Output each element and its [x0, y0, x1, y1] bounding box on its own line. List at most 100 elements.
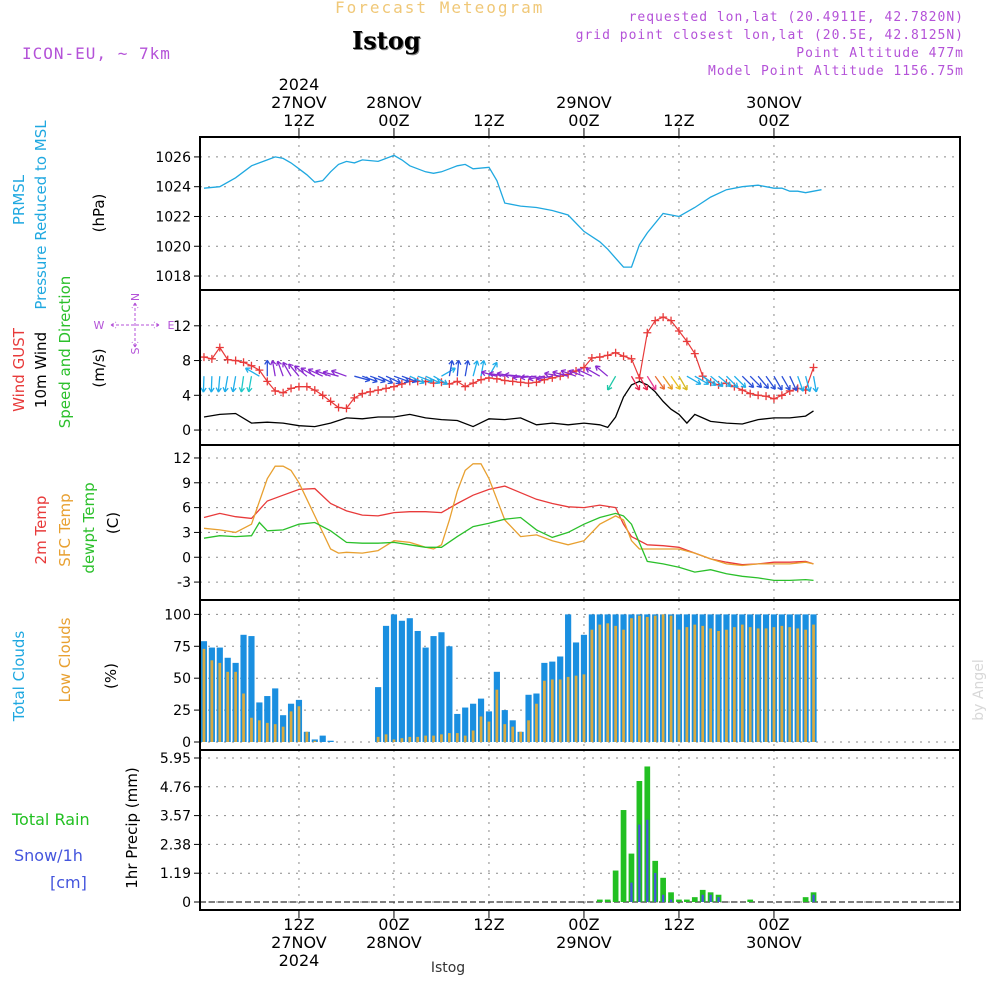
y-tick-label: 1026 [155, 150, 191, 166]
precip-unit-label: 1hr Precip (mm) [123, 767, 141, 888]
low-cloud-bar [788, 627, 792, 742]
wind-gust-label: Wind GUST [10, 327, 28, 412]
y-tick-label: 3.57 [160, 809, 191, 825]
rain-bar [596, 899, 603, 902]
gust-point [611, 348, 620, 357]
low-cloud-bar [527, 720, 530, 742]
wind-unit-label: (m/s) [90, 348, 108, 387]
wind-direction-arrow [536, 375, 553, 382]
wind-direction-arrow [678, 375, 688, 391]
low-cloud-bar [756, 628, 760, 742]
low-cloud-bar [543, 680, 546, 742]
credit-watermark: by Angel [971, 659, 987, 720]
gust-point [302, 382, 311, 391]
y-tick-label: 4 [182, 388, 191, 404]
low-cloud-bar [812, 624, 815, 742]
wind-direction-arrow [433, 375, 448, 385]
low-cloud-bar [503, 724, 507, 742]
y-tick-label: 1020 [155, 239, 191, 255]
panel-marks [200, 766, 960, 903]
total-clouds-label: Total Clouds [10, 631, 28, 723]
low-cloud-bar [582, 674, 586, 742]
low-cloud-bar [432, 735, 435, 742]
wind-direction-arrow [594, 365, 609, 377]
panel-clouds: 0 25 50 75 100 [164, 599, 961, 751]
sfc-temp-line [203, 463, 814, 567]
snow-bar [661, 894, 665, 902]
wind-direction-arrow [718, 375, 732, 388]
gust-point [651, 316, 660, 325]
y-tick-label: 0 [182, 735, 191, 751]
gust-point [397, 380, 406, 389]
low-cloud-bar [226, 671, 230, 742]
low-cloud-bar [218, 662, 222, 742]
y-tick-label: 6 [182, 501, 191, 517]
compass-rose: N S W E [94, 293, 175, 355]
rain-bar [691, 897, 698, 902]
bottom-time-label: 00Z [378, 915, 409, 934]
gust-point [366, 387, 375, 396]
low-cloud-bar [606, 623, 610, 742]
temp-unit-label: (C) [104, 512, 122, 534]
wind-direction-arrow [385, 375, 402, 385]
wind-direction-arrow [264, 359, 271, 377]
snow-unit-label: [cm] [50, 873, 87, 892]
bottom-time-label: 00Z [758, 915, 789, 934]
bottom-time-label: 27NOV [271, 933, 327, 952]
low-cloud-bar [273, 724, 277, 742]
pressure-label-short: PRMSL [10, 174, 28, 225]
wind-direction-arrow [354, 375, 371, 383]
total-cloud-bar [462, 707, 469, 742]
snow-bar [638, 824, 641, 902]
wind-direction-arrow [464, 360, 471, 377]
top-time-label: 00Z [378, 111, 409, 130]
wind-direction-arrow [765, 375, 776, 390]
total-cloud-bar [414, 630, 421, 742]
total-cloud-bar [319, 735, 326, 742]
low-cloud-bar [733, 627, 736, 742]
rain-bar [628, 853, 635, 902]
gust-point [239, 358, 248, 367]
wind-direction-arrow [552, 370, 569, 377]
gust-point [809, 363, 818, 372]
gust-point [524, 379, 533, 388]
gust-point [279, 388, 288, 397]
gust-point [358, 389, 367, 398]
low-cloud-bar [519, 731, 522, 742]
wind-speed-line [203, 380, 814, 429]
wind-direction-arrow [725, 375, 739, 389]
total-cloud-bar [470, 703, 477, 742]
low-cloud-bar [455, 733, 459, 742]
footer-station: Istog [431, 960, 465, 976]
bottom-time-label: 00Z [568, 915, 599, 934]
low-cloud-bar [566, 676, 570, 742]
wind-direction-arrow [244, 367, 260, 377]
top-time-label: 12Z [283, 111, 314, 130]
gust-point [500, 376, 509, 385]
low-cloud-bar [258, 720, 261, 742]
y-tick-label: 5.95 [160, 751, 191, 767]
snow-bar [701, 894, 704, 902]
compass-lines [110, 302, 160, 348]
wind-direction-arrow [638, 375, 649, 391]
gust-point [690, 349, 699, 358]
gust-point [746, 389, 755, 398]
wind-direction-arrow [749, 375, 763, 389]
wind-direction-arrow [448, 360, 455, 377]
rain-bar [620, 810, 627, 902]
gust-point [207, 354, 216, 363]
wind-direction-arrow [425, 375, 441, 385]
gust-point [603, 351, 612, 360]
low-cloud-bar [638, 615, 641, 742]
low-cloud-bar [392, 739, 396, 742]
compass-n: N [129, 293, 142, 301]
gust-point [231, 356, 240, 365]
total-cloud-bar [398, 620, 405, 742]
wind-direction-arrow [797, 375, 805, 392]
low-cloud-bar [440, 734, 443, 742]
low-cloud-bar [669, 615, 673, 742]
wind-direction-arrow [568, 369, 585, 377]
low-cloud-bar [709, 628, 712, 742]
panel-frame [199, 749, 961, 911]
total-cloud-bar [454, 713, 461, 742]
